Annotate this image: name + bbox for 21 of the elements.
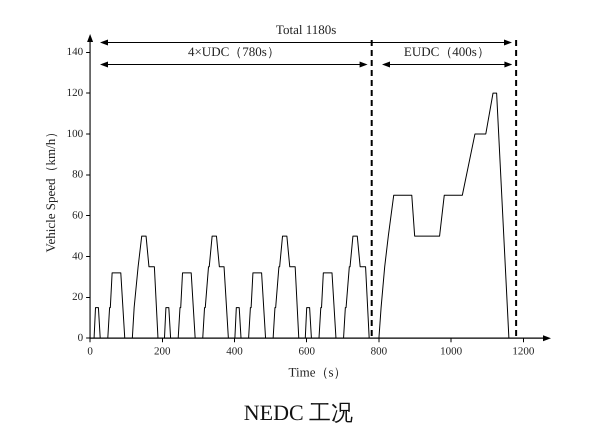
y-tick-label: 40 bbox=[72, 250, 84, 262]
y-tick-label: 0 bbox=[78, 332, 84, 344]
x-tick-label: 1000 bbox=[440, 346, 463, 358]
y-axis-title: Vehicle Speed（km/h） bbox=[43, 126, 58, 252]
text: Total 1180s bbox=[274, 22, 338, 37]
annotation: 4×UDC（780s） bbox=[186, 44, 281, 59]
y-tick-label: 140 bbox=[66, 46, 84, 58]
x-tick-label: 800 bbox=[370, 346, 388, 358]
y-tick-label: 120 bbox=[66, 86, 84, 99]
x-tick-label: 600 bbox=[298, 346, 316, 358]
annotation: EUDC（400s） bbox=[402, 44, 491, 59]
x-axis-title: Time（s） bbox=[288, 364, 347, 380]
text: NEDC 工况 bbox=[242, 399, 354, 427]
y-tick-label: 100 bbox=[66, 128, 84, 140]
x-tick-label: 1200 bbox=[512, 346, 535, 358]
y-tick-label: 60 bbox=[72, 210, 84, 222]
x-tick-label: 400 bbox=[226, 346, 244, 358]
x-tick-label: 0 bbox=[87, 346, 94, 358]
y-tick-label: 20 bbox=[72, 291, 84, 304]
x-tick-label: 200 bbox=[154, 346, 172, 358]
y-tick-label: 80 bbox=[72, 168, 84, 181]
